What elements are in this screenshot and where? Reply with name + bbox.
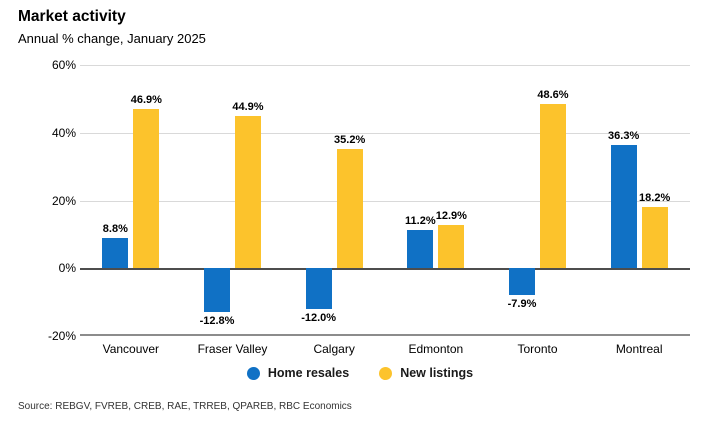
bar-value-label: 8.8% [102,223,128,236]
chart-legend: Home resales New listings [0,366,720,380]
bar-value-label: 36.3% [608,130,640,143]
y-axis-tick-label: 0% [58,261,76,276]
y-axis-tick-label: -20% [47,329,76,343]
chart-title: Market activity [18,8,126,25]
chart-subtitle: Annual % change, January 2025 [18,31,206,46]
plot-area: 8.8% 46.9% -12.8% 44.9% -12.0% 35.2% 11.2% 12.9… [80,65,690,336]
bar-new-listings-edmonton [438,224,465,269]
home-resales-dot-icon [246,366,260,380]
bar-value-label: -7.9% [507,298,537,310]
bar-value-label: 11.2% [405,215,436,228]
bar-new-listings-montreal [641,206,668,269]
x-axis-category-label: Vancouver [102,342,160,356]
bar-new-listings-calgary [336,149,363,269]
new-listings-dot-icon [379,366,393,380]
legend-label: Home resales [267,366,350,380]
y-axis-tick-label: 60% [51,58,76,72]
x-axis-line [80,334,690,336]
bar-home-resales-edmonton [407,230,434,269]
y-axis-tick-label: 20% [51,193,76,208]
bar-home-resales-vancouver [102,238,129,269]
legend-item-home-resales: Home resales [246,366,350,380]
gridline [80,200,690,202]
bar-home-resales-toronto [509,268,535,295]
legend-item-new-listings: New listings [379,366,473,380]
bar-value-label: 35.2% [334,134,366,146]
x-axis-category-label: Fraser Valley [197,342,268,356]
gridline [80,132,690,134]
bar-value-label: 46.9% [130,94,162,107]
bar-value-label: 12.9% [435,209,467,222]
bar-value-label: -12.8% [199,314,235,327]
x-axis-category-label: Toronto [517,342,558,356]
bar-value-label: 18.2% [639,191,671,204]
bar-value-label: 48.6% [537,88,569,101]
bar-new-listings-fraser-valley [235,116,261,269]
x-axis-category-label: Edmonton [408,342,464,356]
bar-new-listings-vancouver [133,109,160,269]
bar-home-resales-fraser-valley [204,268,230,312]
bar-home-resales-montreal [610,145,637,269]
bar-home-resales-calgary [305,268,332,309]
legend-label: New listings [400,366,474,380]
source-note: Source: REBGV, FVREB, CREB, RAE, TRREB, … [18,401,352,412]
bar-value-label: 44.9% [232,101,264,114]
zero-baseline [80,268,690,271]
x-axis-category-label: Calgary [313,342,355,356]
y-axis-tick-label: 40% [51,125,76,140]
gridline [80,65,690,66]
x-axis-category-label: Montreal [615,342,663,356]
chart-area: 8.8% 46.9% -12.8% 44.9% -12.0% 35.2% 11.2% 12.9… [0,58,720,365]
bar-value-label: -12.0% [301,311,337,324]
bar-new-listings-toronto [540,103,566,269]
